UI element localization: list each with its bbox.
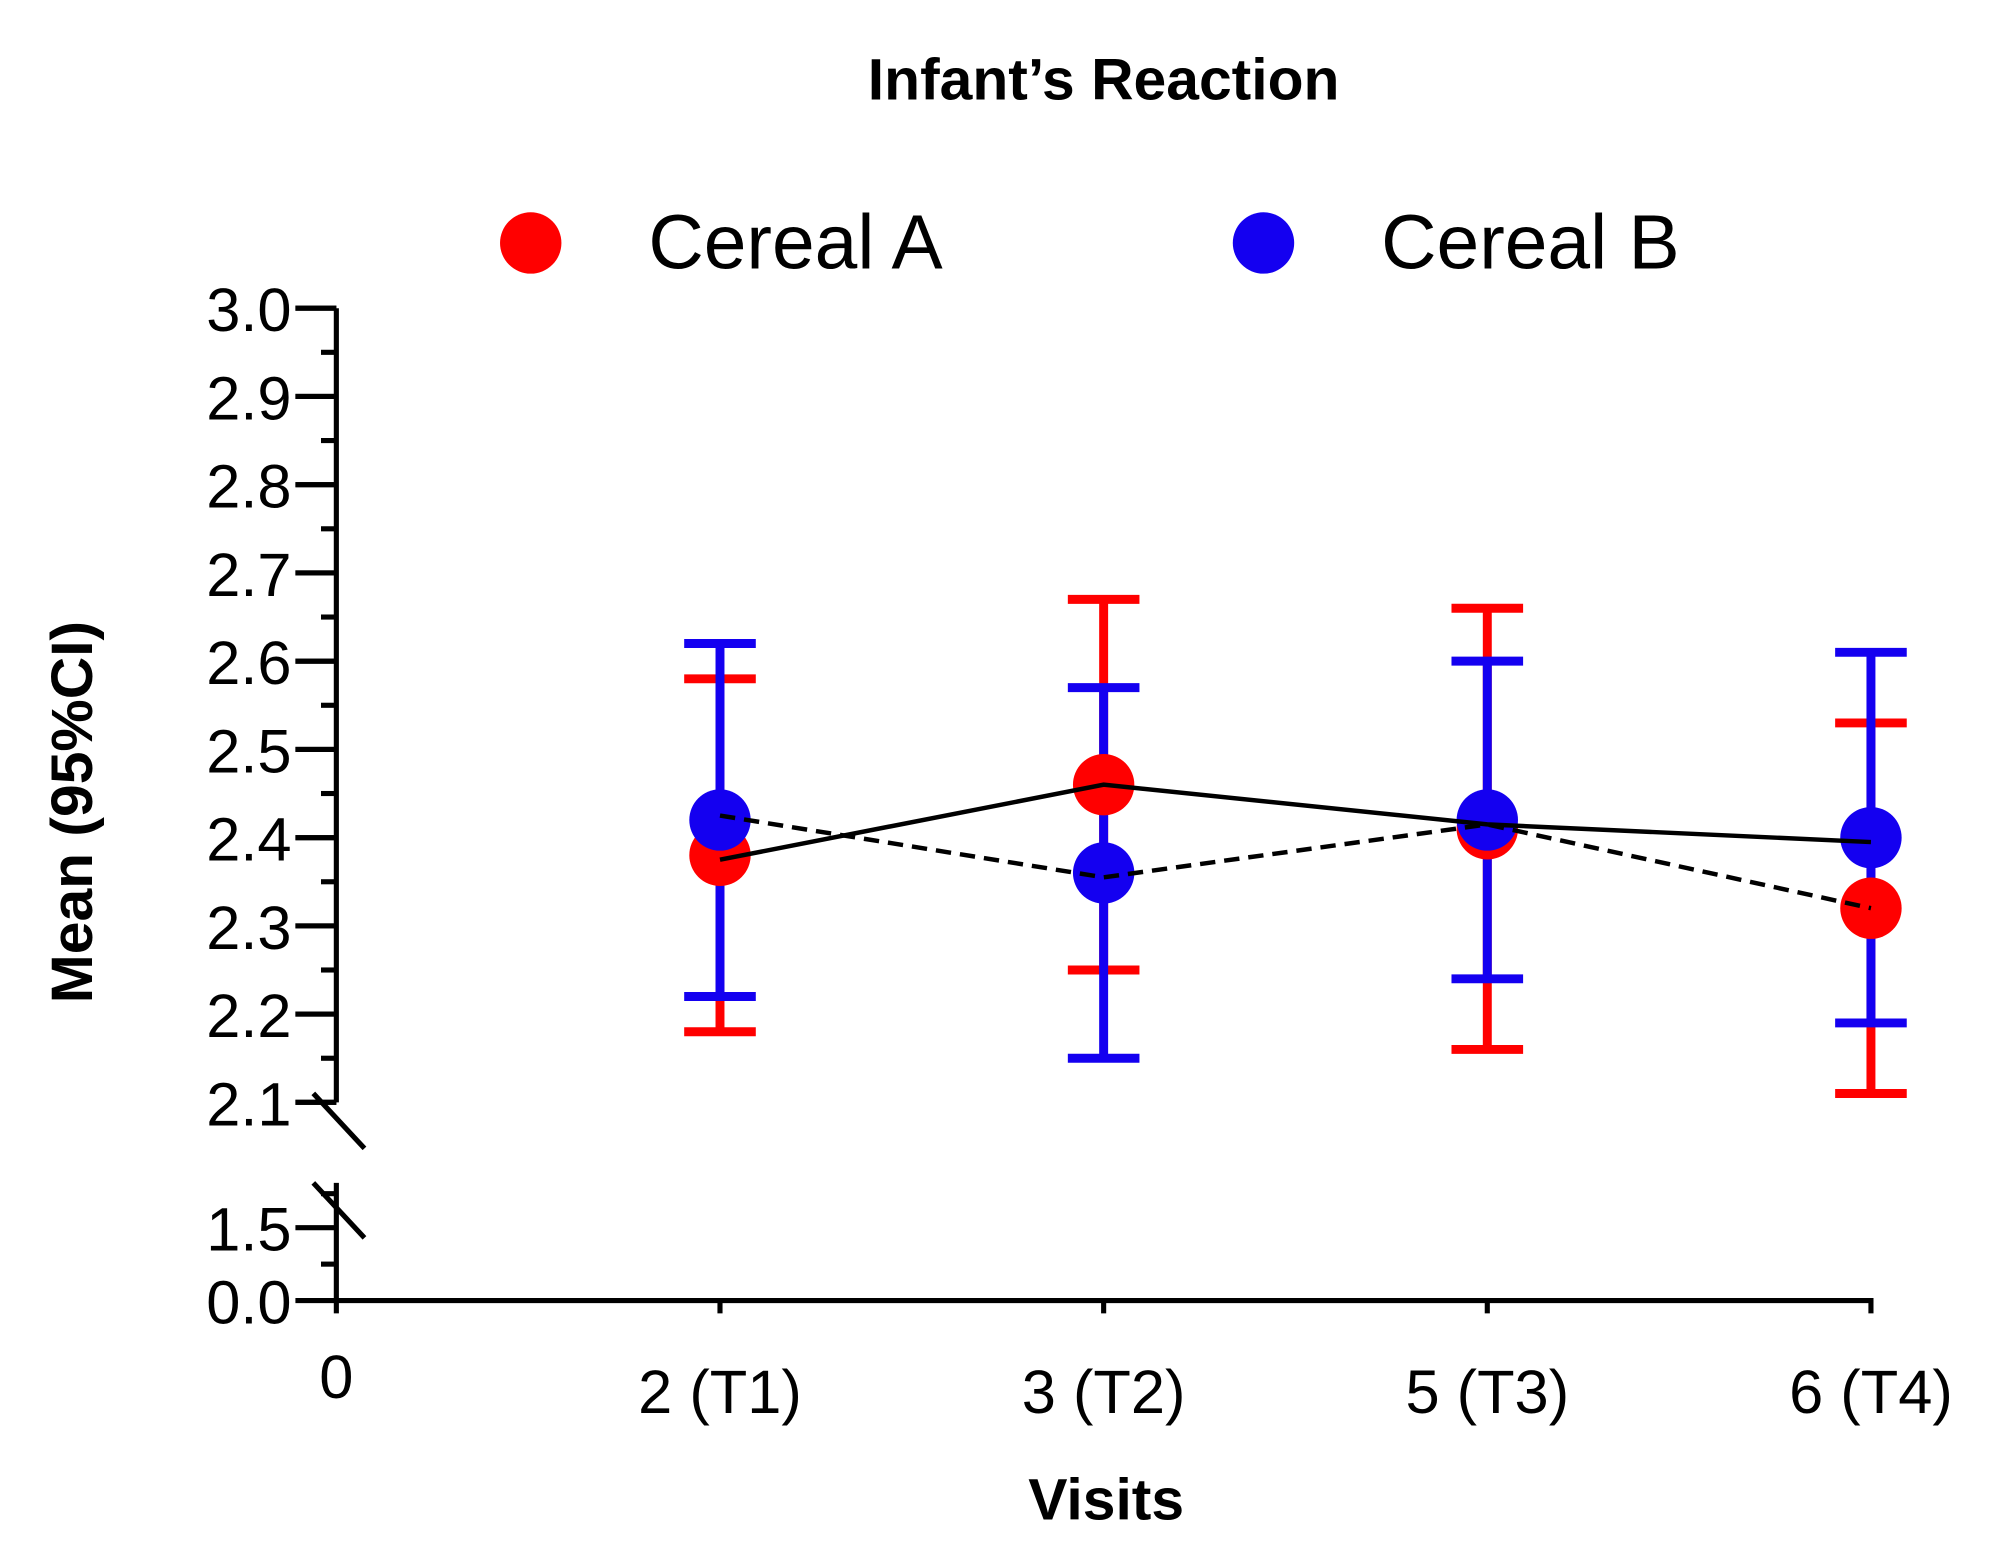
axis-break-mark: [311, 1181, 367, 1240]
data-point: [1072, 842, 1135, 904]
data-point: [1840, 806, 1902, 869]
chart-title: Infant’s Reaction: [868, 48, 1340, 113]
legend-marker: [1232, 212, 1295, 274]
series-cereal-a: [684, 594, 1907, 1099]
data-point: [689, 789, 751, 851]
x-axis-title: Visits: [1028, 1467, 1184, 1532]
connecting-line-solid: [719, 782, 1872, 862]
connecting-lines: [719, 782, 1872, 911]
legend-label: Cereal B: [1381, 201, 1679, 286]
x-tick-label: 0: [319, 1343, 353, 1412]
axes: 2.1 2.2 2.3 2.4 2.5 2.6 2.7 2.8 2.9 3.0 0.01.5 0 2 (…: [206, 276, 1953, 1427]
x-tick-label: 2 (T1): [638, 1358, 802, 1427]
data-point: [1456, 789, 1518, 851]
x-tick-label: 5 (T3): [1405, 1358, 1569, 1427]
series-cereal-b: [684, 639, 1907, 1063]
connecting-line-dashed: [719, 813, 1872, 911]
y-tick-label: 2.1: [206, 1070, 291, 1139]
y-tick-label: 2.8: [206, 453, 291, 522]
data-marks: [684, 594, 1907, 1099]
x-tick-label: 3 (T2): [1022, 1358, 1186, 1427]
y-tick-label: 2.2: [206, 982, 291, 1051]
y-tick-label: 2.5: [206, 717, 291, 786]
y-axis-title: Mean (95%CI): [40, 621, 105, 1003]
y-tick-label: 2.4: [206, 806, 291, 875]
y-tick-label: 2.3: [206, 894, 291, 963]
legend-marker: [500, 212, 562, 274]
legend-label: Cereal A: [648, 201, 943, 286]
x-tick-label: 6 (T4): [1789, 1358, 1953, 1427]
axis-break-mark: [311, 1091, 367, 1151]
y-tick-label: 2.9: [206, 364, 291, 433]
y-tick-label: 2.6: [206, 629, 291, 698]
y-tick-label: 3.0: [206, 276, 291, 345]
y-tick-label: 1.5: [206, 1196, 291, 1265]
y-tick-label: 0.0: [206, 1269, 291, 1338]
y-tick-label: 2.7: [206, 541, 291, 610]
legend: Cereal A Cereal B: [500, 201, 1680, 286]
